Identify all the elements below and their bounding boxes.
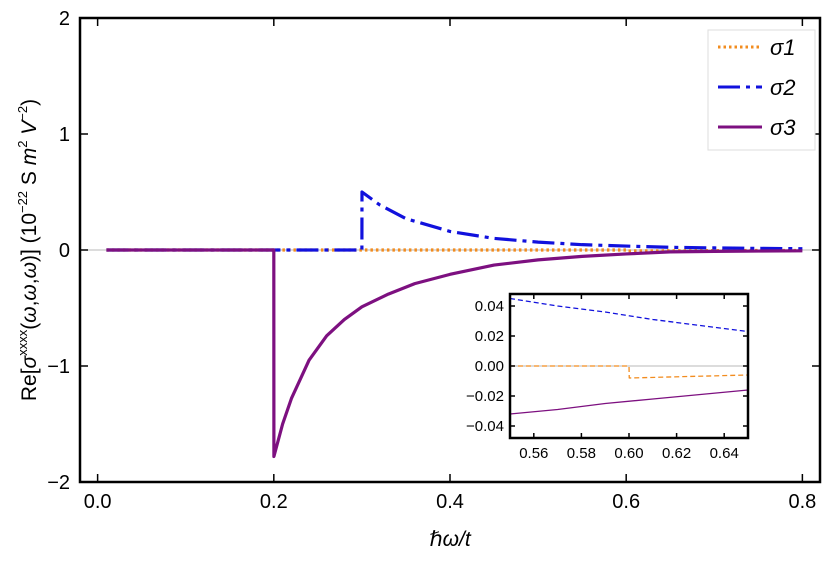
inset-series-2-line	[509, 297, 749, 333]
legend-label-2: σ2	[770, 75, 796, 100]
inset-x-tick-label: 0.64	[710, 445, 739, 462]
main-axis-ticks: 0.0 0.2 0.4 0.6 0.8 −2 −1 0 1 2	[47, 8, 820, 513]
y-axis-label: Re[σxxxx(ω,ω,ω)] (10−22 S m2 V−2)	[15, 99, 41, 401]
main-y-tick-label: 2	[59, 8, 70, 30]
inset-y-tick-label: 0.04	[475, 298, 504, 315]
inset-x-tick-label: 0.60	[614, 445, 643, 462]
main-series-group	[106, 190, 803, 459]
inset-x-tick-label: 0.62	[662, 445, 691, 462]
x-axis-label: ℏω/t	[429, 528, 471, 551]
main-x-tick-label: 0.6	[612, 491, 640, 513]
main-y-tick-label: 0	[59, 240, 70, 262]
main-y-tick-label: −2	[47, 472, 70, 494]
inset-y-tick-label: −0.02	[466, 388, 504, 405]
inset-y-tick-label: −0.04	[466, 418, 504, 435]
main-series-3-line	[106, 248, 803, 459]
inset-series-1-line	[510, 365, 749, 379]
legend: σ1 σ2 σ3	[707, 29, 816, 151]
main-series-2-line	[106, 190, 803, 252]
legend-label-3: σ3	[770, 115, 796, 140]
inset-panel: 0.56 0.58 0.60 0.62 0.64 −0.04 −0.02 0.00 0.02 0.…	[466, 292, 750, 462]
main-x-tick-label: 0.2	[260, 491, 288, 513]
inset-x-tick-label: 0.56	[519, 445, 548, 462]
legend-box	[707, 29, 816, 151]
legend-label-1: σ1	[770, 35, 796, 60]
main-x-tick-label: 0.8	[788, 491, 816, 513]
inset-y-tick-label: 0.02	[475, 328, 504, 345]
inset-axis-ticks: 0.56 0.58 0.60 0.62 0.64 −0.04 −0.02 0.00 0.02 0.…	[466, 294, 748, 462]
inset-x-tick-label: 0.58	[567, 445, 596, 462]
main-y-tick-label: 1	[59, 124, 70, 146]
inset-series-3-line	[509, 389, 749, 415]
inset-series-group	[509, 297, 749, 415]
main-x-tick-label: 0.4	[436, 491, 464, 513]
main-y-tick-label: −1	[47, 356, 70, 378]
main-x-tick-label: 0.0	[84, 491, 112, 513]
inset-y-tick-label: 0.00	[475, 358, 504, 375]
